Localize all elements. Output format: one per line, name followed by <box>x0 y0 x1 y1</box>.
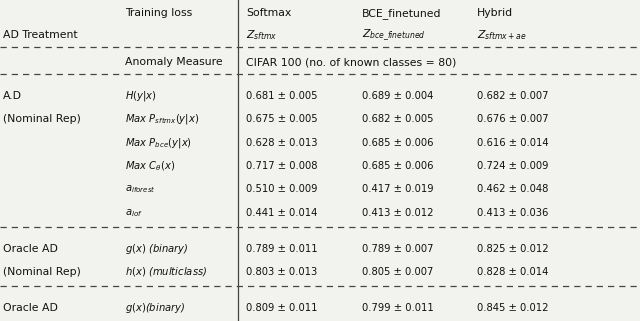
Text: $H(y|x)$: $H(y|x)$ <box>125 89 157 103</box>
Text: 0.803 ± 0.013: 0.803 ± 0.013 <box>246 267 317 277</box>
Text: Training loss: Training loss <box>125 8 192 18</box>
Text: 0.685 ± 0.006: 0.685 ± 0.006 <box>362 138 433 148</box>
Text: 0.809 ± 0.011: 0.809 ± 0.011 <box>246 303 317 313</box>
Text: 0.628 ± 0.013: 0.628 ± 0.013 <box>246 138 317 148</box>
Text: 0.462 ± 0.048: 0.462 ± 0.048 <box>477 185 548 195</box>
Text: 0.441 ± 0.014: 0.441 ± 0.014 <box>246 208 317 218</box>
Text: 0.724 ± 0.009: 0.724 ± 0.009 <box>477 161 548 171</box>
Text: 0.828 ± 0.014: 0.828 ± 0.014 <box>477 267 548 277</box>
Text: 0.675 ± 0.005: 0.675 ± 0.005 <box>246 114 317 124</box>
Text: $Z_{bce\_finetuned}$: $Z_{bce\_finetuned}$ <box>362 28 426 43</box>
Text: (Nominal Rep): (Nominal Rep) <box>3 267 81 277</box>
Text: AD Treatment: AD Treatment <box>3 30 78 40</box>
Text: 0.799 ± 0.011: 0.799 ± 0.011 <box>362 303 433 313</box>
Text: 0.789 ± 0.011: 0.789 ± 0.011 <box>246 244 317 254</box>
Text: $Z_{sftmx+ae}$: $Z_{sftmx+ae}$ <box>477 29 527 42</box>
Text: CIFAR 100 (no. of known classes = 80): CIFAR 100 (no. of known classes = 80) <box>246 57 456 67</box>
Text: Softmax: Softmax <box>246 8 292 18</box>
Text: 0.845 ± 0.012: 0.845 ± 0.012 <box>477 303 548 313</box>
Text: 0.676 ± 0.007: 0.676 ± 0.007 <box>477 114 548 124</box>
Text: $Z_{sftmx}$: $Z_{sftmx}$ <box>246 29 278 42</box>
Text: 0.510 ± 0.009: 0.510 ± 0.009 <box>246 185 317 195</box>
Text: $g(x)$ (binary): $g(x)$ (binary) <box>125 241 188 256</box>
Text: $h(x)$ (multiclass): $h(x)$ (multiclass) <box>125 265 207 278</box>
Text: Anomaly Measure: Anomaly Measure <box>125 57 223 67</box>
Text: 0.681 ± 0.005: 0.681 ± 0.005 <box>246 91 317 101</box>
Text: (Nominal Rep): (Nominal Rep) <box>3 114 81 124</box>
Text: Oracle AD: Oracle AD <box>3 303 58 313</box>
Text: 0.682 ± 0.007: 0.682 ± 0.007 <box>477 91 548 101</box>
Text: Hybrid: Hybrid <box>477 8 513 18</box>
Text: 0.685 ± 0.006: 0.685 ± 0.006 <box>362 161 433 171</box>
Text: 0.413 ± 0.012: 0.413 ± 0.012 <box>362 208 433 218</box>
Text: 0.805 ± 0.007: 0.805 ± 0.007 <box>362 267 433 277</box>
Text: Oracle AD: Oracle AD <box>3 244 58 254</box>
Text: $a_{lof}$: $a_{lof}$ <box>125 207 143 219</box>
Text: 0.417 ± 0.019: 0.417 ± 0.019 <box>362 185 433 195</box>
Text: 0.689 ± 0.004: 0.689 ± 0.004 <box>362 91 433 101</box>
Text: 0.789 ± 0.007: 0.789 ± 0.007 <box>362 244 433 254</box>
Text: 0.825 ± 0.012: 0.825 ± 0.012 <box>477 244 548 254</box>
Text: $Max\ C_{\theta}(x)$: $Max\ C_{\theta}(x)$ <box>125 159 175 173</box>
Text: 0.682 ± 0.005: 0.682 ± 0.005 <box>362 114 433 124</box>
Text: 0.717 ± 0.008: 0.717 ± 0.008 <box>246 161 317 171</box>
Text: $Max\ P_{bce}(y|x)$: $Max\ P_{bce}(y|x)$ <box>125 135 192 150</box>
Text: A.D: A.D <box>3 91 22 101</box>
Text: 0.616 ± 0.014: 0.616 ± 0.014 <box>477 138 548 148</box>
Text: $g(x)$(binary): $g(x)$(binary) <box>125 300 185 315</box>
Text: BCE_finetuned: BCE_finetuned <box>362 8 441 19</box>
Text: 0.413 ± 0.036: 0.413 ± 0.036 <box>477 208 548 218</box>
Text: $a_{iforest}$: $a_{iforest}$ <box>125 184 156 195</box>
Text: $Max\ P_{sftmx}(y|x)$: $Max\ P_{sftmx}(y|x)$ <box>125 112 199 126</box>
